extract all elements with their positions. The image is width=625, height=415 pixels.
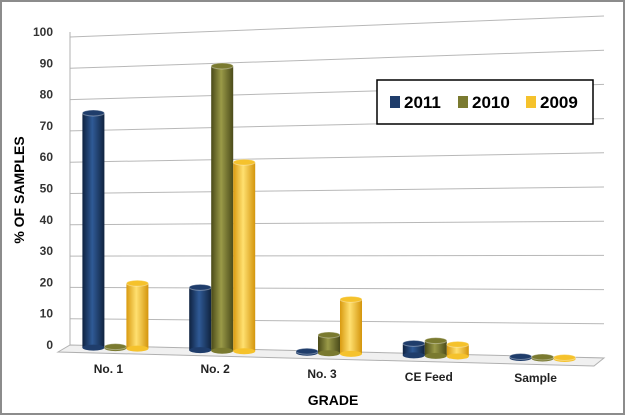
bar-2010-sample (531, 353, 555, 362)
legend-entry: 2010 (472, 93, 510, 112)
y-tick-label: 80 (40, 88, 54, 102)
bar-2009-ce-feed (446, 340, 470, 360)
legend-entry: 2009 (540, 93, 578, 112)
bar-2010-no-1 (103, 343, 127, 352)
legend-swatch (526, 96, 536, 108)
gridline (69, 286, 605, 291)
bar-2011-no-2 (188, 283, 212, 354)
y-tick-label: 70 (40, 119, 54, 133)
y-tick-label: 20 (40, 275, 54, 289)
legend-swatch (390, 96, 400, 108)
y-axis-ticks: 0 10 20 30 40 50 60 70 80 90 100 (33, 25, 53, 352)
y-axis-title: % OF SAMPLES (11, 136, 27, 243)
x-tick-label: No. 3 (307, 367, 337, 381)
legend: 2011 2010 2009 (376, 79, 594, 125)
x-tick-label: CE Feed (405, 370, 453, 384)
y-tick-label: 30 (40, 244, 54, 258)
bar-2010-no-3 (317, 331, 341, 357)
legend-swatch (458, 96, 468, 108)
y-tick-label: 40 (40, 213, 54, 227)
y-tick-label: 100 (33, 25, 53, 39)
gridline (69, 49, 605, 69)
bar-2009-no-2 (232, 158, 256, 355)
bar-2010-no-2 (210, 62, 234, 354)
x-axis-title: GRADE (308, 392, 359, 408)
gridline (69, 152, 605, 163)
x-axis-categories: No. 1 No. 2 No. 3 CE Feed Sample (94, 362, 558, 385)
y-tick-label: 60 (40, 150, 54, 164)
y-tick-label: 10 (40, 307, 54, 321)
gridline (69, 15, 605, 38)
gridlines (69, 15, 605, 359)
y-tick-label: 90 (40, 56, 54, 70)
x-tick-label: No. 2 (201, 362, 231, 376)
legend-entry: 2011 (404, 93, 441, 112)
bar-2011-sample (509, 352, 533, 361)
y-tick-label: 50 (40, 182, 54, 196)
gridline (69, 186, 605, 194)
bar-2011-no-3 (295, 347, 319, 356)
bars (81, 62, 577, 363)
bar-2010-ce-feed (424, 337, 448, 359)
bar-2009-sample (553, 354, 577, 363)
gridline (69, 220, 605, 226)
gridline (69, 318, 605, 325)
bar-2009-no-1 (125, 279, 149, 352)
bar-2009-no-3 (339, 295, 363, 357)
x-tick-label: No. 1 (94, 362, 124, 376)
x-tick-label: Sample (514, 371, 557, 385)
bar-2011-no-1 (81, 109, 105, 351)
bar-2011-ce-feed (402, 339, 426, 359)
legend-box (376, 79, 594, 125)
y-tick-label: 0 (46, 338, 53, 352)
gridline (69, 254, 605, 257)
